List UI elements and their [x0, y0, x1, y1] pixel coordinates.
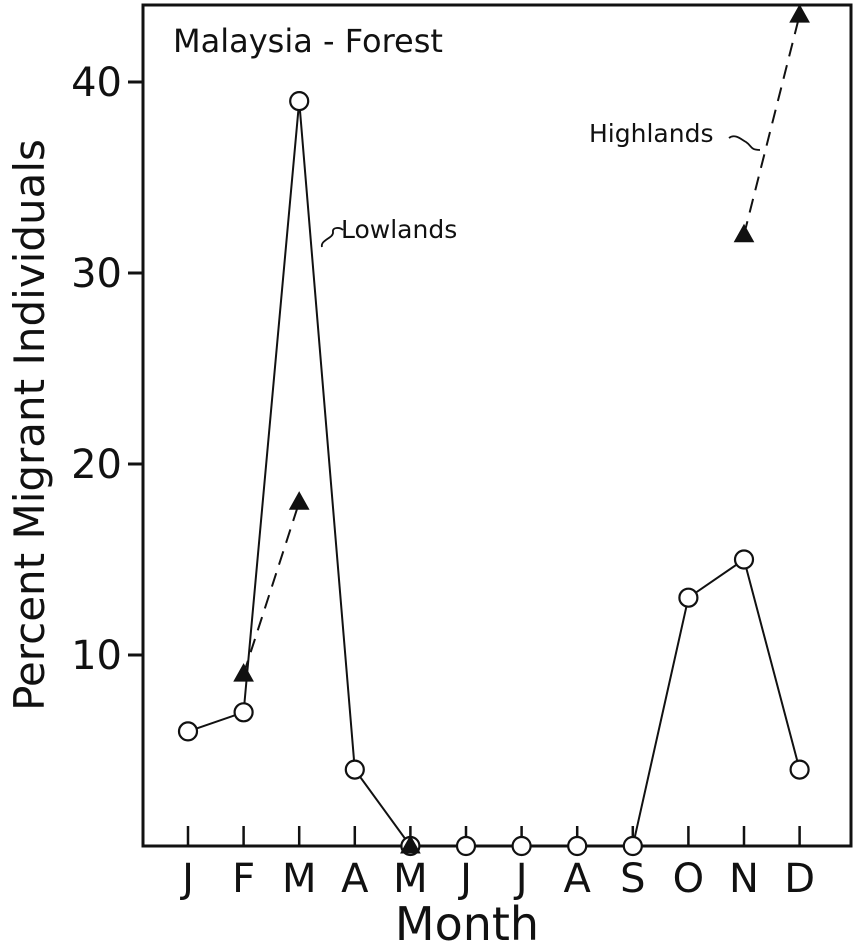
- x-tick-label: J: [457, 856, 472, 902]
- y-axis-label: Percent Migrant Individuals: [5, 139, 54, 711]
- x-tick-label: M: [393, 856, 428, 902]
- x-tick-label: J: [513, 856, 528, 902]
- highlands-point: [233, 663, 254, 682]
- lowlands-leader-line: [321, 227, 344, 248]
- lowlands-point: [733, 549, 755, 570]
- y-tick-label: 30: [71, 251, 122, 297]
- highlands-point: [733, 223, 755, 243]
- y-tick-label: 40: [71, 60, 122, 106]
- x-tick-label: N: [729, 856, 759, 902]
- highlands-line: [242, 501, 301, 675]
- x-tick-label: O: [673, 856, 704, 902]
- x-tick-label: F: [232, 856, 255, 902]
- x-tick-label: J: [179, 856, 194, 902]
- lowlands-point: [622, 835, 643, 857]
- lowlands-point: [233, 702, 254, 723]
- highlands-series: [233, 4, 810, 854]
- x-tick-label: D: [784, 856, 815, 902]
- x-axis-label: Month: [395, 897, 539, 951]
- highlands-leader-line: [728, 135, 761, 151]
- lowlands-point: [289, 90, 310, 112]
- y-tick-label: 20: [71, 442, 122, 488]
- y-axis-ticks: 10 20 30 40: [71, 60, 143, 679]
- x-tick-label: S: [620, 856, 645, 902]
- series-layer: [177, 4, 810, 857]
- lowlands-point: [678, 587, 699, 608]
- highlands-point: [288, 491, 310, 510]
- lowlands-line: [187, 101, 801, 847]
- highlands-point: [789, 4, 810, 23]
- highlands-line: [743, 14, 801, 236]
- highlands-annotation: Highlands: [589, 119, 713, 148]
- lowlands-point: [567, 835, 588, 857]
- x-tick-label: A: [564, 856, 592, 902]
- y-tick-label: 10: [71, 633, 122, 679]
- chart-title: Malaysia - Forest: [173, 22, 443, 60]
- lowlands-point: [789, 759, 810, 780]
- lowlands-annotation: Lowlands: [341, 215, 457, 244]
- x-tick-label: M: [282, 856, 317, 902]
- lowlands-point: [511, 835, 532, 857]
- lowlands-point: [344, 759, 365, 780]
- lowlands-series: [177, 90, 810, 857]
- lowlands-point: [455, 835, 477, 857]
- lowlands-point: [177, 721, 199, 742]
- highlands-point: [400, 834, 421, 854]
- x-tick-label: A: [341, 856, 369, 902]
